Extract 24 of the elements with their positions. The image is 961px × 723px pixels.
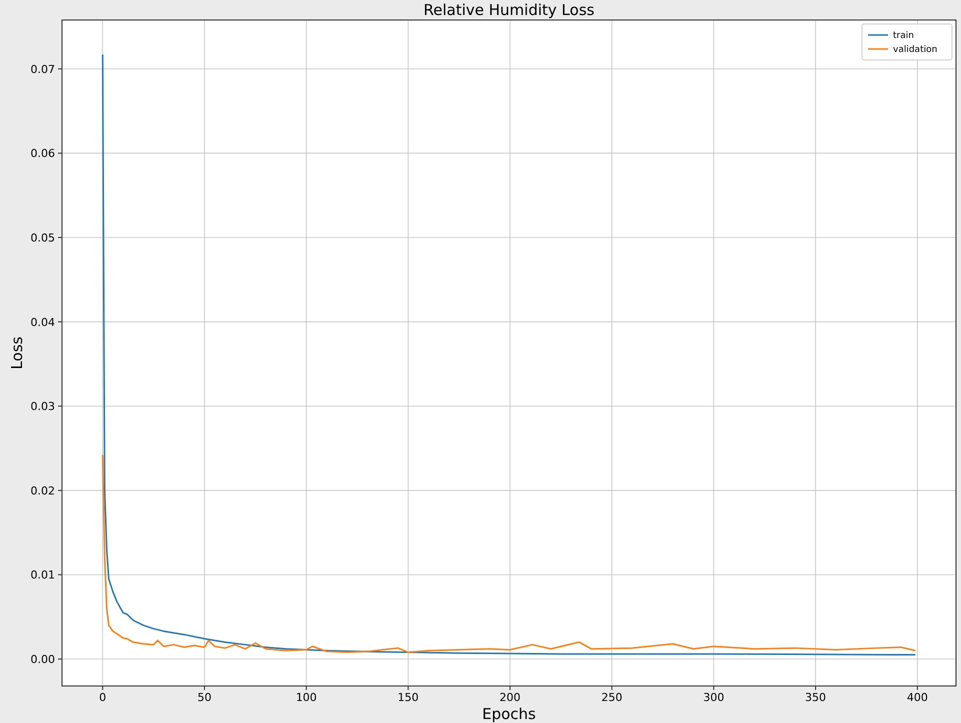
x-tick-label: 250: [601, 691, 622, 704]
y-tick-label: 0.02: [30, 484, 55, 498]
y-tick-label: 0.06: [30, 147, 55, 160]
x-tick-label: 150: [398, 691, 419, 704]
y-tick-label: 0.05: [30, 232, 55, 245]
legend-label: train: [893, 31, 914, 41]
y-tick-label: 0.07: [30, 62, 55, 76]
line-series: [102, 54, 916, 656]
x-tick-label: 350: [805, 691, 826, 704]
line-series: [102, 454, 916, 654]
legend-label: validation: [893, 45, 938, 55]
y-tick-label: 0.01: [30, 568, 55, 582]
x-tick-label: 300: [703, 691, 724, 704]
x-tick-label: 100: [296, 691, 317, 704]
y-tick-label: 0.04: [30, 316, 55, 329]
y-tick-label: 0.03: [30, 400, 55, 414]
x-axis-title: Epochs: [482, 705, 536, 723]
y-tick-label: 0.00: [30, 653, 55, 666]
x-tick-label: 400: [906, 691, 928, 704]
chart-title: Relative Humidity Loss: [424, 1, 595, 19]
x-tick-label: 0: [99, 691, 106, 704]
x-tick-label: 200: [500, 691, 521, 704]
x-tick-label: 50: [197, 691, 212, 704]
y-axis-title: Loss: [8, 336, 26, 370]
